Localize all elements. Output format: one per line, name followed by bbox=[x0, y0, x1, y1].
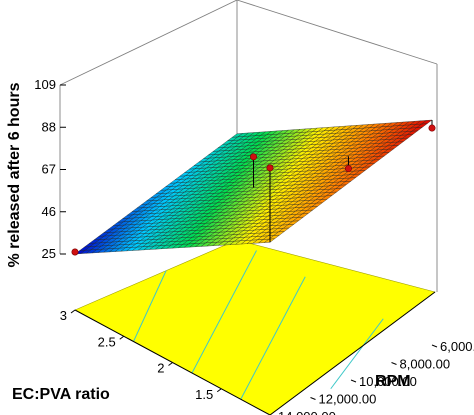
z-tick-label: 67 bbox=[42, 162, 56, 177]
x-tick-label: 1 bbox=[255, 413, 262, 415]
observed-points bbox=[71, 120, 436, 256]
data-point bbox=[428, 124, 436, 132]
y-tick-label: 8,000.00 bbox=[400, 357, 451, 372]
x-tick-label: 3 bbox=[60, 308, 67, 323]
x-tick-mark bbox=[119, 335, 125, 340]
x-tick-label: 1.5 bbox=[195, 387, 213, 402]
floor-contour-line bbox=[330, 318, 384, 390]
y-tick-label: 14,000.00 bbox=[278, 409, 336, 415]
y-tick-mark bbox=[391, 362, 397, 365]
y-tick-mark bbox=[350, 379, 357, 383]
data-point bbox=[344, 165, 352, 173]
x-tick-mark bbox=[70, 309, 76, 314]
x-tick-label: 2.5 bbox=[98, 334, 116, 349]
x-axis-title: EC:PVA ratio bbox=[12, 386, 110, 403]
data-point bbox=[250, 153, 258, 161]
z-tick-label: 25 bbox=[42, 246, 56, 261]
x-tick-mark bbox=[216, 388, 222, 393]
y-axis-line bbox=[269, 291, 436, 415]
y-tick-label: 12,000.00 bbox=[319, 392, 377, 407]
x-tick-label: 2 bbox=[157, 361, 164, 376]
response-surface bbox=[74, 119, 433, 255]
z-axis-title: % released after 6 hours bbox=[6, 82, 23, 267]
y-tick-label: 6,000.00 bbox=[440, 339, 474, 354]
x-tick-mark bbox=[168, 362, 173, 366]
y-axis-title: RPM bbox=[375, 373, 411, 390]
z-tick-label: 109 bbox=[34, 77, 56, 92]
frame-edge bbox=[236, 0, 438, 65]
z-tick-label: 46 bbox=[42, 204, 56, 219]
plot-frame bbox=[59, 0, 438, 292]
data-point bbox=[266, 164, 274, 172]
floor-contour-line bbox=[191, 250, 257, 374]
data-point bbox=[71, 248, 79, 256]
y-tick-mark bbox=[310, 397, 316, 400]
y-tick-label: 10,000.00 bbox=[359, 374, 417, 389]
frame-edge bbox=[59, 0, 238, 86]
floor-contour-line bbox=[133, 270, 167, 342]
z-tick-label: 88 bbox=[42, 119, 56, 134]
floor-contour-line bbox=[240, 276, 306, 400]
axes: 25 46 67 88 109 1 1.5 2 2.5 3 6,000.00 8,000.00 10,0… bbox=[34, 77, 474, 415]
y-tick-mark bbox=[431, 344, 438, 348]
